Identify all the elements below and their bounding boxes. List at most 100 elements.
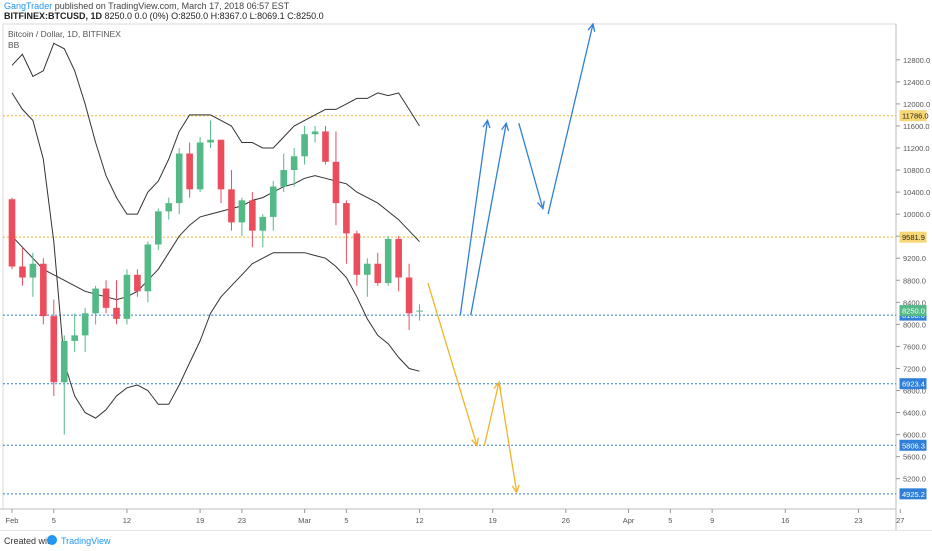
candle-body-34 [364, 263, 371, 275]
projection-arrows [427, 22, 596, 494]
candle-body-11 [123, 274, 131, 319]
yellow-projection-arrow-2-head [511, 484, 520, 494]
blue-projection-arrow-3-line [547, 23, 594, 215]
candle-body-38 [405, 277, 413, 314]
blue-projection-arrow-0-line [459, 120, 489, 316]
time-tick-label-6: 5 [344, 516, 348, 525]
price-tick-label-9: 8800.0 [903, 276, 926, 285]
time-tick-label-8: 19 [489, 516, 497, 525]
chart-title: Bitcoin / Dollar, 1D, BITFINEX [8, 29, 121, 39]
author-link[interactable]: GangTrader [4, 1, 53, 11]
price-tick-label-6: 7600.0 [903, 342, 926, 351]
last-price-label-box [899, 305, 927, 317]
price-tick-label-13: 10400.0 [903, 188, 930, 197]
blue-projection-arrow-1-line [470, 123, 507, 316]
time-tick-label-3: 19 [196, 516, 204, 525]
candle-body-18 [196, 142, 204, 190]
indicator-label: BB [8, 40, 20, 50]
candle-body-23 [249, 200, 256, 231]
price-tick-label-17: 12000.0 [903, 100, 930, 109]
level-label-5-text: 4925.2 [902, 490, 925, 499]
candle-body-7 [81, 313, 89, 336]
candle-body-2 [29, 263, 37, 278]
tradingview-brand-link[interactable]: TradingView [61, 536, 111, 546]
yellow-projection-arrow-0-line [427, 282, 478, 446]
level-label-4-box [899, 439, 927, 451]
candle-body-31 [332, 161, 340, 204]
time-tick-label-13: 16 [781, 516, 789, 525]
price-tick-label-8: 8400.0 [903, 298, 926, 307]
candle-body-21 [228, 189, 235, 223]
time-tick-label-0: Feb [6, 516, 19, 525]
candle-body-36 [384, 238, 392, 284]
level-label-3-box [899, 378, 927, 390]
footer: Created with TradingView [0, 530, 932, 551]
price-axis[interactable]: 5200.0 5600.0 6000.0 6400.0 6800.0 7200.0 7600… [896, 56, 930, 484]
horizontal-levels [3, 115, 896, 495]
candle-body-29 [311, 131, 319, 135]
candle-body-4 [50, 316, 58, 383]
time-tick-label-15: 27 [896, 516, 904, 525]
blue-projection-arrow-2-head [537, 200, 545, 211]
candle-body-35 [374, 263, 382, 284]
time-tick-label-10: Apr [623, 516, 635, 525]
time-tick-label-2: 12 [123, 516, 131, 525]
time-tick-label-14: 23 [854, 516, 862, 525]
chart-area[interactable]: 5200.0 5600.0 6000.0 6400.0 6800.0 7200.0 7600… [0, 22, 932, 530]
yellow-projection-arrow-1-line [483, 382, 500, 446]
tradingview-logo-icon [47, 535, 57, 545]
candle-body-9 [102, 288, 110, 308]
bb-upper-band [11, 42, 420, 215]
time-tick-label-9: 26 [562, 516, 570, 525]
price-chart[interactable]: 5200.0 5600.0 6000.0 6400.0 6800.0 7200.0 7600… [0, 22, 932, 530]
yellow-projection-arrow-2-line [498, 382, 518, 493]
symbol-line: BITFINEX:BTCUSD, 1D [4, 11, 103, 21]
blue-projection-arrow-3-head [587, 22, 596, 32]
candle-body-14 [155, 211, 162, 245]
candle-body-10 [113, 307, 120, 319]
candle-body-0 [8, 199, 16, 267]
price-tick-label-4: 6800.0 [903, 387, 926, 396]
time-tick-label-7: 12 [415, 516, 423, 525]
time-tick-label-5: Mar [298, 516, 311, 525]
candle-body-8 [92, 288, 99, 314]
blue-projection-arrow-0-head [482, 118, 491, 129]
level-label-5-box [899, 488, 927, 500]
level-label-1-text: 9581.9 [902, 233, 925, 242]
level-label-1-box [899, 231, 927, 243]
time-axis[interactable]: Feb5121923Mar5121926Apr59162327May [6, 509, 932, 525]
price-tick-label-3: 6400.0 [903, 409, 926, 418]
publish-info: GangTrader published on TradingView.com,… [4, 1, 289, 11]
candle-body-22 [238, 200, 246, 223]
last-price-label-text: 8250.0 [902, 307, 925, 316]
candle-body-17 [186, 153, 193, 190]
time-tick-label-1: 5 [52, 516, 56, 525]
candlesticks [8, 120, 423, 435]
bollinger-bands [11, 42, 420, 419]
price-tick-label-0: 5200.0 [903, 475, 926, 484]
chart-header: GangTrader published on TradingView.com,… [0, 0, 932, 23]
candle-body-19 [207, 139, 214, 143]
price-tick-label-15: 11200.0 [903, 144, 930, 153]
candle-body-15 [165, 203, 173, 212]
candle-body-1 [19, 266, 26, 278]
price-tick-label-2: 6000.0 [903, 431, 926, 440]
price-tick-label-14: 10800.0 [903, 166, 930, 175]
candle-body-16 [175, 153, 183, 204]
candle-body-20 [217, 139, 225, 190]
candle-body-30 [322, 131, 329, 162]
time-tick-label-4: 23 [238, 516, 246, 525]
level-label-4-text: 5806.3 [902, 441, 925, 450]
candle-body-33 [353, 233, 361, 275]
level-label-3-text: 6923.4 [902, 380, 925, 389]
bb-middle-band [11, 175, 420, 301]
candle-body-3 [40, 263, 47, 317]
price-labels: 11786.09581.98168.06923.45806.34925.2825… [899, 110, 929, 500]
yellow-projection-arrow-0-head [471, 437, 479, 448]
price-tick-label-10: 9200.0 [903, 254, 926, 263]
published-text: published on TradingView.com, March 17, … [54, 1, 290, 11]
time-tick-label-12: 9 [710, 516, 714, 525]
candle-body-24 [259, 216, 267, 231]
candle-body-28 [301, 134, 308, 157]
price-tick-label-16: 11600.0 [903, 122, 930, 131]
